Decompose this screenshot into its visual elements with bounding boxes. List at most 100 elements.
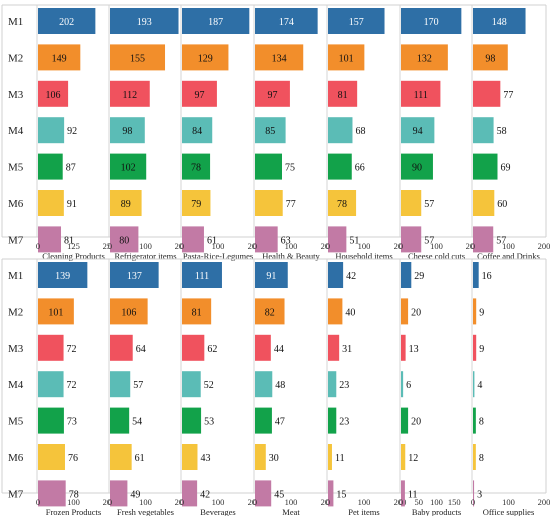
data-label-cleaning-products-m2: 149 — [52, 53, 67, 64]
tick-label: 0 — [180, 497, 184, 507]
data-label-coffee-and-drinks-m5: 69 — [500, 163, 510, 174]
bar-refrigerator-items-m5 — [110, 153, 147, 180]
bar-office-supplies-m6 — [473, 444, 476, 470]
tick-label: 250 — [103, 241, 116, 251]
data-label-cleaning-products-m6: 91 — [67, 199, 77, 210]
bar-fresh-vegetables-m6 — [110, 444, 132, 470]
tick-label: 200 — [538, 241, 550, 251]
bar-beverages-m6 — [182, 444, 198, 470]
bar-cleaning-products-m1 — [38, 8, 96, 34]
data-label-fresh-vegetables-m6: 61 — [135, 453, 145, 464]
bar-cheese-cold-cuts-m7 — [401, 226, 422, 253]
data-label-refrigerator-items-m6: 89 — [121, 199, 131, 210]
data-label-pasta-rice-legumes-m2: 129 — [198, 53, 213, 64]
data-label-office-supplies-m1: 16 — [482, 271, 492, 282]
bar-cheese-cold-cuts-m1 — [401, 8, 462, 34]
bar-beverages-m2 — [182, 298, 212, 325]
bar-baby-products-m2 — [401, 298, 409, 325]
bar-refrigerator-items-m3 — [110, 80, 150, 107]
data-label-cleaning-products-m7: 81 — [64, 235, 74, 246]
bar-frozen-products-m6 — [38, 444, 65, 470]
data-label-pet-items-m2: 40 — [345, 307, 355, 318]
bar-pasta-rice-legumes-m6 — [182, 190, 211, 216]
bar-meat-m7 — [255, 480, 272, 507]
tick-label: 100 — [139, 241, 152, 251]
data-label-pasta-rice-legumes-m7: 61 — [207, 235, 217, 246]
tick-label: 200 — [321, 241, 334, 251]
tick-label: 100 — [285, 241, 298, 251]
row-label-m3: M3 — [8, 343, 24, 355]
data-label-cleaning-products-m3: 106 — [46, 90, 61, 101]
bar-cheese-cold-cuts-m4 — [401, 117, 435, 144]
tick-label: 100 — [67, 497, 80, 507]
data-label-health-beauty-m4: 85 — [265, 126, 275, 137]
bar-baby-products-m4 — [401, 371, 404, 398]
row-label-m6: M6 — [8, 198, 24, 210]
row-label-m1: M1 — [8, 270, 23, 282]
bar-frozen-products-m3 — [38, 334, 64, 361]
row-label-m5: M5 — [8, 162, 24, 174]
bar-meat-m1 — [255, 262, 288, 288]
bar-pet-items-m5 — [328, 407, 337, 434]
data-label-frozen-products-m7: 78 — [69, 489, 79, 500]
data-label-meat-m5: 47 — [275, 417, 285, 428]
bar-refrigerator-items-m1 — [110, 8, 179, 34]
data-label-cheese-cold-cuts-m2: 132 — [417, 53, 432, 64]
bar-health-beauty-m3 — [255, 80, 290, 107]
bar-frozen-products-m1 — [38, 262, 88, 288]
bar-frozen-products-m5 — [38, 407, 64, 434]
bar-office-supplies-m2 — [473, 298, 477, 325]
data-label-household-items-m7: 51 — [349, 235, 359, 246]
data-label-fresh-vegetables-m3: 64 — [136, 344, 146, 355]
data-label-baby-products-m2: 20 — [411, 307, 421, 318]
data-label-office-supplies-m3: 9 — [479, 344, 484, 355]
bar-meat-m3 — [255, 334, 271, 361]
bar-baby-products-m6 — [401, 444, 406, 470]
tick-label: 100 — [212, 497, 225, 507]
bar-household-items-m6 — [328, 190, 357, 216]
bar-cheese-cold-cuts-m3 — [401, 80, 441, 107]
category-label-coffee-and-drinks: Coffee and Drinks — [477, 251, 540, 261]
bar-pasta-rice-legumes-m1 — [182, 8, 250, 34]
data-label-health-beauty-m6: 77 — [286, 199, 296, 210]
data-label-household-items-m4: 68 — [355, 126, 365, 137]
bar-office-supplies-m4 — [473, 371, 475, 398]
tick-label: 0 — [108, 497, 112, 507]
tick-label: 0 — [108, 241, 112, 251]
category-label-beverages: Beverages — [200, 507, 235, 516]
data-label-fresh-vegetables-m7: 49 — [130, 489, 140, 500]
category-label-fresh-vegetables: Fresh vegetables — [117, 507, 174, 516]
data-label-frozen-products-m5: 73 — [67, 417, 77, 428]
row-label-m4: M4 — [8, 379, 24, 391]
bar-office-supplies-m1 — [473, 262, 479, 288]
data-label-meat-m6: 30 — [269, 453, 279, 464]
bar-meat-m2 — [255, 298, 285, 325]
tick-label: 0 — [399, 241, 403, 251]
bar-refrigerator-items-m2 — [110, 44, 166, 71]
data-label-coffee-and-drinks-m1: 148 — [492, 17, 507, 28]
data-label-pasta-rice-legumes-m5: 78 — [191, 163, 201, 174]
bar-refrigerator-items-m4 — [110, 117, 145, 144]
bar-frozen-products-m4 — [38, 371, 64, 398]
data-label-health-beauty-m3: 97 — [267, 90, 277, 101]
bar-cheese-cold-cuts-m6 — [401, 190, 422, 216]
data-label-beverages-m6: 43 — [200, 453, 210, 464]
bar-beverages-m7 — [182, 480, 198, 507]
data-label-beverages-m2: 81 — [192, 307, 202, 318]
data-label-frozen-products-m3: 72 — [67, 344, 77, 355]
data-label-household-items-m2: 101 — [339, 53, 354, 64]
tick-label: 0 — [326, 497, 330, 507]
bar-pasta-rice-legumes-m3 — [182, 80, 217, 107]
bar-health-beauty-m1 — [255, 8, 318, 34]
data-label-pasta-rice-legumes-m4: 84 — [192, 126, 202, 137]
data-label-pasta-rice-legumes-m6: 79 — [191, 199, 201, 210]
category-label-frozen-products: Frozen Products — [46, 507, 101, 516]
data-label-pet-items-m6: 11 — [335, 453, 345, 464]
data-label-office-supplies-m7: 3 — [477, 489, 482, 500]
bar-pasta-rice-legumes-m2 — [182, 44, 229, 71]
row-label-m7: M7 — [8, 488, 24, 500]
data-label-office-supplies-m4: 4 — [477, 380, 482, 391]
row-label-m4: M4 — [8, 125, 24, 137]
data-label-cleaning-products-m5: 87 — [66, 163, 76, 174]
data-label-health-beauty-m5: 75 — [285, 163, 295, 174]
